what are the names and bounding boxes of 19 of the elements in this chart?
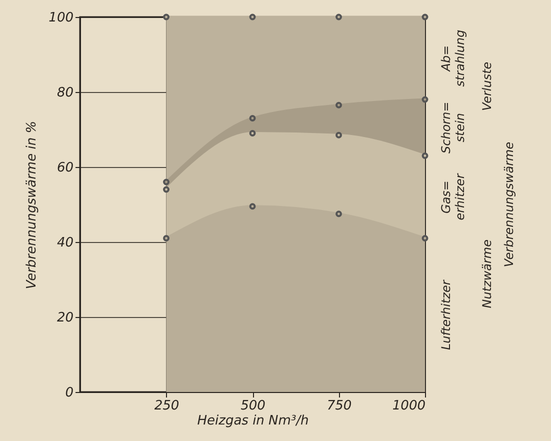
y-tick-label: 60 — [56, 160, 74, 176]
x-tick-label: 500 — [240, 398, 266, 414]
y-tick-label: 0 — [65, 386, 74, 400]
y-tick-label: 80 — [56, 86, 74, 100]
text: Lufterhitzer — [439, 279, 453, 350]
y-tick-label: 20 — [56, 310, 74, 326]
text: Ab= strahlung — [439, 29, 467, 87]
y-tick-label: 40 — [56, 236, 74, 250]
x-tick-label: 1000 — [392, 398, 426, 414]
x-tick-label: 750 — [326, 398, 352, 414]
text: Schorn= stein — [439, 102, 467, 154]
y-tick-label: 100 — [48, 10, 74, 26]
text: Nutzwärme — [480, 239, 494, 308]
text: Verluste — [480, 62, 494, 111]
text: Gas= erhitzer — [439, 172, 467, 220]
x-tick-label: 250 — [154, 398, 180, 414]
text: Verbrennungswärme — [502, 142, 516, 268]
x-axis-title: Heizgas in Nm³/h — [197, 414, 309, 428]
y-axis-title: Verbrennungswärme in % — [24, 120, 40, 290]
